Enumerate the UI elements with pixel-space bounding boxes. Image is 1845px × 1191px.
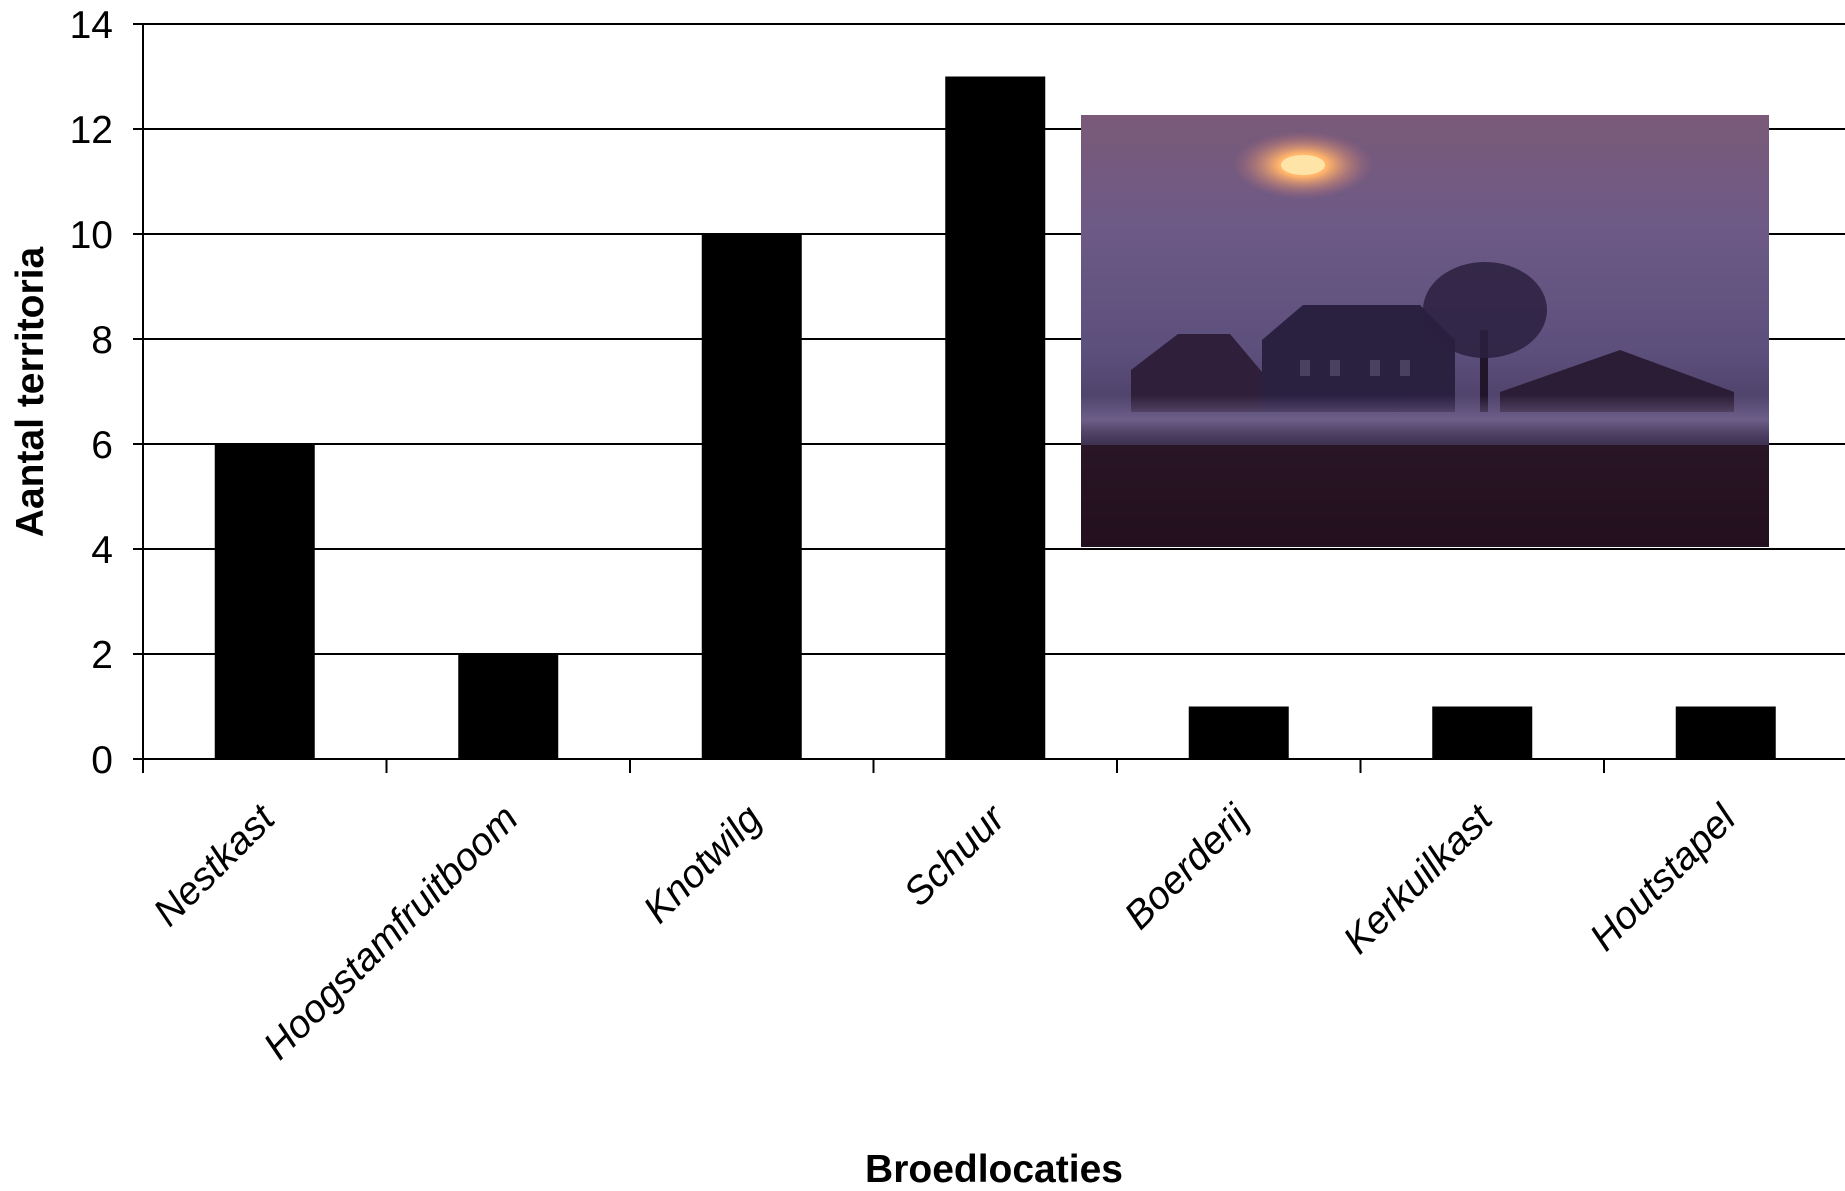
tree bbox=[1423, 262, 1547, 412]
sun-core bbox=[1281, 155, 1325, 175]
left-barn bbox=[1131, 334, 1262, 412]
x-axis-title: Broedlocaties bbox=[865, 1148, 1123, 1191]
farmhouse bbox=[1262, 305, 1455, 412]
x-tick-label: Nestkast bbox=[145, 795, 284, 934]
y-tick-label: 10 bbox=[70, 214, 113, 257]
y-tick-label: 6 bbox=[91, 424, 113, 467]
x-tick-label: Hoogstamfruitboom bbox=[256, 797, 527, 1068]
bar bbox=[701, 234, 802, 759]
y-tick-label: 14 bbox=[70, 4, 113, 47]
farm-photo-inset bbox=[1081, 115, 1769, 547]
x-tick-label: Knotwilg bbox=[635, 797, 770, 932]
bar bbox=[1432, 706, 1533, 759]
bars bbox=[214, 76, 1776, 759]
x-tick-label: Schuur bbox=[896, 796, 1015, 915]
y-axis-title: Aantal territoria bbox=[9, 246, 52, 537]
y-axis-ticks: 0 2 4 6 8 10 12 14 bbox=[70, 4, 143, 782]
y-tick-label: 4 bbox=[91, 529, 113, 572]
bar bbox=[458, 654, 559, 759]
y-tick-label: 8 bbox=[91, 319, 113, 362]
axes bbox=[142, 24, 1845, 760]
x-tick-label: Kerkuilkast bbox=[1335, 795, 1502, 962]
bar bbox=[1675, 706, 1776, 759]
field bbox=[1081, 445, 1769, 547]
x-tick-label: Boerderij bbox=[1116, 796, 1258, 938]
mist bbox=[1081, 395, 1769, 445]
bar bbox=[1188, 706, 1289, 759]
y-tick-label: 12 bbox=[70, 109, 113, 152]
bar bbox=[214, 444, 315, 759]
bar bbox=[945, 76, 1046, 759]
x-tick-label: Houtstapel bbox=[1582, 796, 1745, 959]
y-tick-label: 2 bbox=[91, 634, 113, 677]
y-tick-label: 0 bbox=[91, 739, 113, 782]
